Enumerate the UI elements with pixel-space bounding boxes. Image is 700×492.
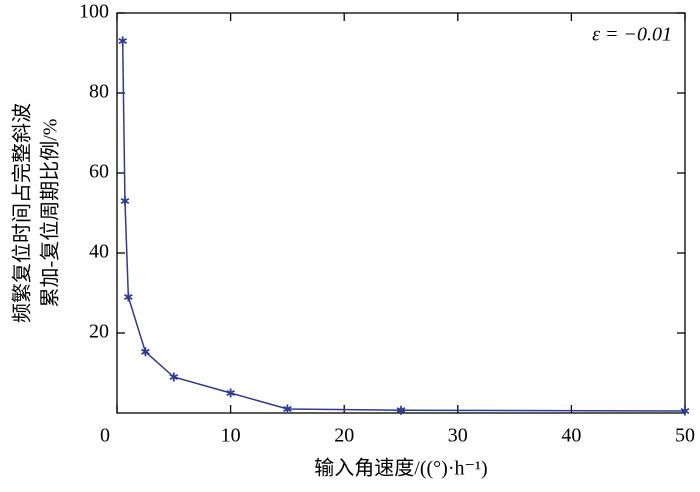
x-tick-label: 40 <box>561 425 581 447</box>
data-marker <box>396 405 406 415</box>
y-axis-label: 频繁复位时间占完整斜波 <box>11 103 34 323</box>
x-tick-label: 20 <box>334 425 354 447</box>
y-tick-label: 40 <box>89 241 109 263</box>
data-marker <box>226 388 235 398</box>
x-axis-label: 输入角速度/((°)·h⁻¹) <box>314 457 487 480</box>
y-tick-label: 20 <box>89 321 109 343</box>
y-tick-label: 100 <box>79 1 109 23</box>
y-tick-label: 60 <box>89 161 109 183</box>
data-marker <box>141 347 150 357</box>
data-marker <box>680 406 690 416</box>
data-line <box>121 40 686 412</box>
data-marker <box>124 292 133 302</box>
data-marker <box>120 196 130 206</box>
data-marker <box>283 404 292 414</box>
annotation: ε = −0.01 <box>592 24 672 46</box>
y-axis-label: 累加-复位周期比例/% <box>39 119 62 308</box>
data-marker <box>169 372 179 382</box>
x-tick-label: 0 <box>100 425 110 447</box>
x-tick-label: 10 <box>221 425 241 447</box>
data-marker <box>118 36 128 46</box>
plot-frame <box>116 12 686 414</box>
y-tick-label: 80 <box>89 81 109 103</box>
x-tick-label: 30 <box>448 425 468 447</box>
x-tick-label: 50 <box>675 425 695 447</box>
